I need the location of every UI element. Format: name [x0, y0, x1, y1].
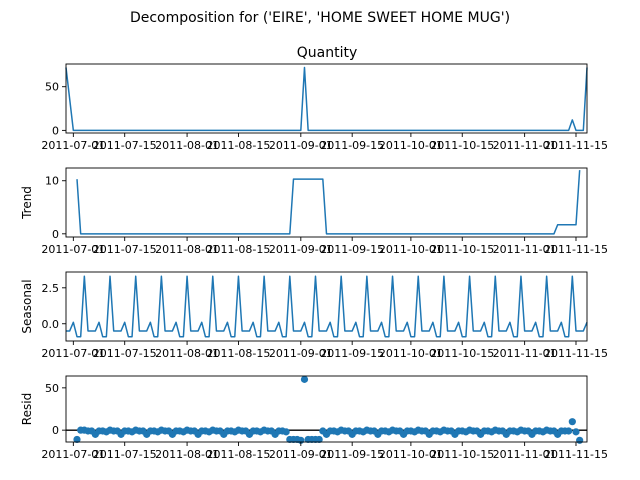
trend-xtick-label: 2011-08-01: [155, 243, 219, 256]
trend-xtick-label: 2011-07-15: [93, 243, 157, 256]
resid-point: [576, 436, 584, 444]
quantity-xtick-label: 2011-09-01: [269, 139, 333, 152]
quantity-xtick-label: 2011-11-15: [544, 139, 608, 152]
quantity-xtick-label: 2011-10-15: [430, 139, 494, 152]
panel-resid: 0 50 2011-07-012011-07-152011-08-012011-08…: [20, 375, 608, 461]
seasonal-xtick-label: 2011-07-15: [93, 347, 157, 360]
resid-xtick-label: 2011-08-01: [155, 448, 219, 461]
trend-xtick-label: 2011-10-15: [430, 243, 494, 256]
panel-title-quantity: Quantity: [297, 45, 358, 61]
quantity-ytick-label: 50: [45, 81, 59, 94]
trend-xtick-label: 2011-07-01: [41, 243, 105, 256]
trend-ylabel: Trend: [20, 186, 34, 220]
seasonal-xtick-label: 2011-07-01: [41, 347, 105, 360]
panel-quantity: 0 50 2011-07-012011-07-152011-08-012011-08…: [41, 63, 608, 152]
quantity-xtick-label: 2011-10-01: [379, 139, 443, 152]
trend-xtick-label: 2011-09-01: [269, 243, 333, 256]
resid-xtick-label: 2011-10-01: [379, 448, 443, 461]
resid-xtick-label: 2011-11-15: [544, 448, 608, 461]
resid-point: [315, 435, 323, 444]
panels: 0502011-07-012011-07-152011-08-012011-08…: [20, 63, 608, 461]
quantity-xtick-label: 2011-08-15: [206, 139, 270, 152]
resid-xtick-label: 2011-11-01: [493, 448, 557, 461]
resid-xtick-label: 2011-09-15: [320, 448, 384, 461]
seasonal-series-line: [66, 275, 588, 338]
resid-point: [565, 427, 573, 435]
resid-point: [300, 375, 309, 383]
quantity-xtick-label: 2011-08-01: [155, 139, 219, 152]
trend-ytick-label: 10: [45, 175, 59, 188]
seasonal-xtick-label: 2011-08-15: [206, 347, 270, 360]
resid-point: [73, 435, 81, 444]
quantity-xtick-label: 2011-07-15: [93, 139, 157, 152]
resid-ylabel: Resid: [20, 393, 34, 425]
trend-xtick-label: 2011-11-15: [544, 243, 608, 256]
seasonal-xtick-label: 2011-09-15: [320, 347, 384, 360]
panel-seasonal: 0.02.52011-07-012011-07-152011-08-012011…: [20, 271, 608, 360]
trend-xtick-label: 2011-08-15: [206, 243, 270, 256]
trend-xtick-label: 2011-09-15: [320, 243, 384, 256]
trend-ytick-label: 0: [52, 228, 59, 241]
figure-suptitle: Decomposition for ('EIRE', 'HOME SWEET H…: [130, 10, 510, 26]
quantity-ytick-label: 0: [52, 124, 59, 137]
trend-xtick-label: 2011-10-01: [379, 243, 443, 256]
resid-point: [282, 428, 290, 436]
seasonal-ytick-label: 0.0: [42, 318, 60, 331]
seasonal-ylabel: Seasonal: [20, 279, 34, 333]
resid-point: [572, 428, 580, 436]
quantity-xtick-label: 2011-11-01: [493, 139, 557, 152]
seasonal-xtick-label: 2011-11-01: [493, 347, 557, 360]
quantity-series-line: [65, 66, 588, 132]
trend-axes-frame: [65, 167, 588, 238]
quantity-xtick-label: 2011-07-01: [41, 139, 105, 152]
panel-trend: 0 10 2011-07-012011-07-152011-08-012011-08…: [20, 167, 608, 256]
seasonal-xtick-label: 2011-10-15: [430, 347, 494, 360]
seasonal-xtick-label: 2011-11-15: [544, 347, 608, 360]
resid-xtick-label: 2011-08-15: [206, 448, 270, 461]
quantity-axes-frame: [65, 63, 588, 134]
trend-xtick-label: 2011-11-01: [493, 243, 557, 256]
resid-point: [568, 418, 576, 426]
resid-xtick-label: 2011-07-15: [93, 448, 157, 461]
quantity-xtick-label: 2011-09-15: [320, 139, 384, 152]
resid-xtick-label: 2011-09-01: [269, 448, 333, 461]
resid-xtick-label: 2011-10-15: [430, 448, 494, 461]
seasonal-xtick-label: 2011-09-01: [269, 347, 333, 360]
seasonal-ytick-label: 2.5: [42, 282, 60, 295]
seasonal-axes-frame: [65, 271, 588, 342]
resid-ytick-label: 0: [52, 424, 59, 437]
trend-series-line: [76, 170, 581, 235]
seasonal-xtick-label: 2011-08-01: [155, 347, 219, 360]
resid-axes-frame: [65, 375, 588, 443]
resid-xtick-label: 2011-07-01: [41, 448, 105, 461]
resid-ytick-label: 50: [45, 382, 59, 395]
seasonal-xtick-label: 2011-10-01: [379, 347, 443, 360]
